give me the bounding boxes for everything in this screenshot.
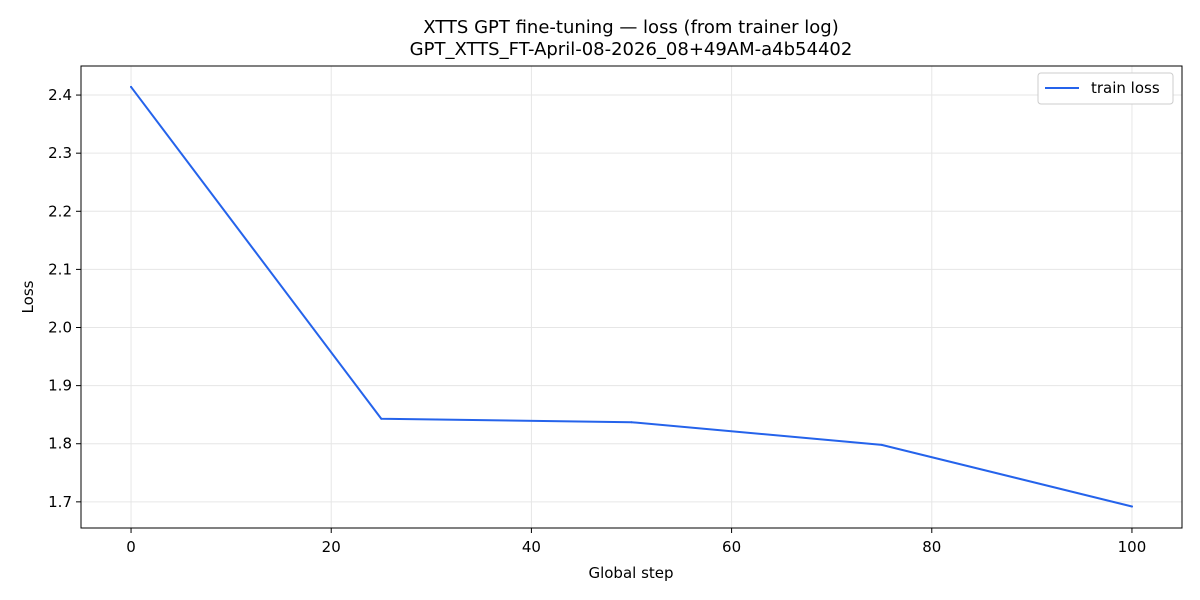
x-tick-label: 0 xyxy=(126,538,136,556)
legend: train loss xyxy=(1037,72,1174,105)
legend-box xyxy=(1037,72,1174,105)
chart-subtitle: GPT_XTTS_FT-April-08-2026_08+49AM-a4b544… xyxy=(410,39,853,60)
legend-label-train-loss: train loss xyxy=(1091,79,1160,97)
y-tick-label: 2.3 xyxy=(48,144,72,162)
axis-ticks: 0 20 40 60 80 100 1.7 1.8 1.9 2.0 2.1 2.2 2.3 2.4 xyxy=(48,86,1146,556)
grid-lines xyxy=(81,66,1182,528)
chart-title: XTTS GPT fine-tuning — loss (from traine… xyxy=(423,17,839,38)
y-tick-label: 2.0 xyxy=(48,319,72,337)
data-point xyxy=(380,417,383,420)
x-tick-label: 40 xyxy=(522,538,541,556)
y-tick-label: 2.2 xyxy=(48,202,72,220)
y-axis-label: Loss xyxy=(19,280,37,313)
y-tick-label: 1.9 xyxy=(48,377,72,395)
data-point xyxy=(630,421,633,424)
y-tick-label: 1.7 xyxy=(48,493,72,511)
x-tick-label: 100 xyxy=(1118,538,1147,556)
plot-frame xyxy=(80,65,1183,529)
data-point xyxy=(880,443,883,446)
series-layer xyxy=(130,85,1133,508)
x-tick-label: 20 xyxy=(322,538,341,556)
x-axis-label: Global step xyxy=(588,564,673,582)
y-tick-label: 1.8 xyxy=(48,435,72,453)
data-point xyxy=(1130,505,1133,508)
y-tick-label: 2.4 xyxy=(48,86,72,104)
y-tick-label: 2.1 xyxy=(48,260,72,278)
x-tick-label: 60 xyxy=(722,538,741,556)
data-point xyxy=(130,85,133,88)
x-tick-label: 80 xyxy=(922,538,941,556)
